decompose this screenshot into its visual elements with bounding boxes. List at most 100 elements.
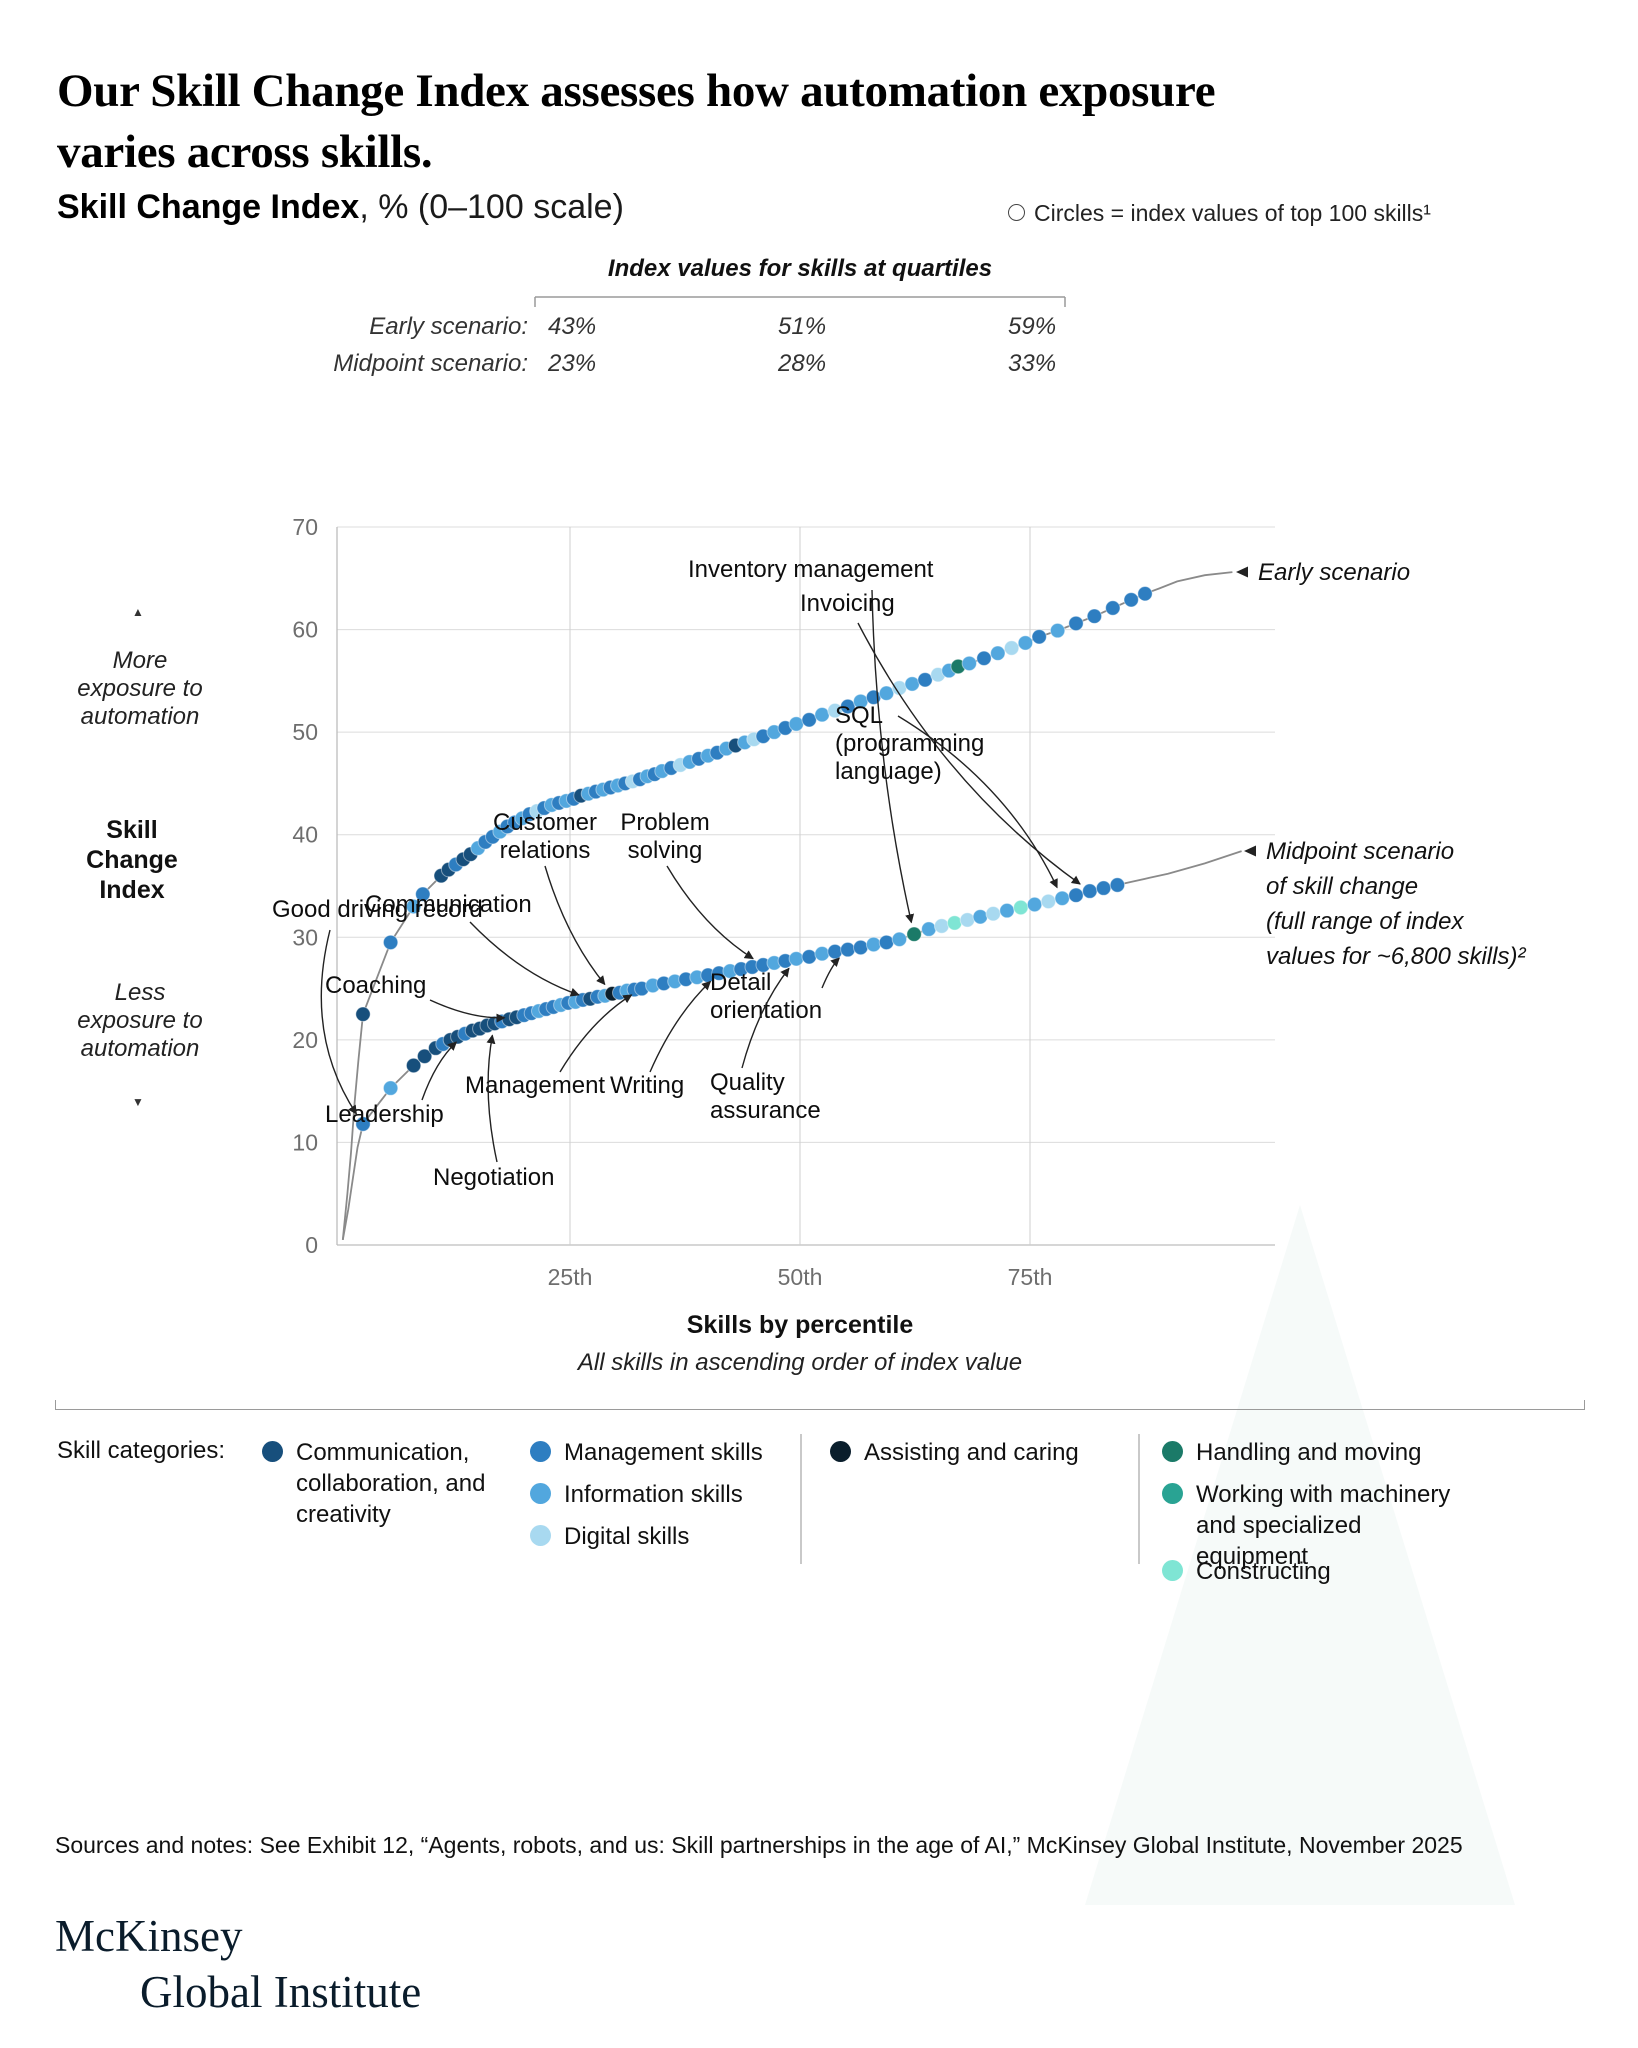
- skill-dot: [1026, 896, 1043, 913]
- skill-dot: [840, 941, 856, 958]
- skill-dot: [1003, 640, 1020, 656]
- annotation-leadership: Leadership: [325, 1041, 458, 1128]
- svg-text:40: 40: [292, 822, 318, 848]
- skill-dot: [961, 655, 977, 672]
- chart-svg: Index values for skills at quartiles Earl…: [77, 255, 1526, 1376]
- skill-dot: [405, 898, 422, 915]
- svg-text:33%: 33%: [1008, 350, 1056, 377]
- svg-text:Early scenario: Early scenario: [1258, 559, 1410, 586]
- svg-text:Midpoint scenario: Midpoint scenario: [1266, 838, 1454, 865]
- svg-text:70: 70: [292, 514, 318, 540]
- skill-dot: [814, 946, 830, 962]
- legend-label-machinery: Working with machinery and specialized e…: [1196, 1481, 1451, 1570]
- chart-subtitle-rest: , % (0–100 scale): [359, 188, 624, 226]
- svg-text:Index values for skills at qua: Index values for skills at quartiles: [608, 255, 992, 282]
- legend-label-assisting-caring: Assisting and caring: [864, 1439, 1079, 1466]
- skill-dot: [906, 926, 922, 942]
- annotation-inventory-management: Inventory management: [688, 556, 934, 924]
- legend-item-handling-moving: Handling and moving: [1162, 1437, 1421, 1468]
- annotation-invoicing: Invoicing: [800, 590, 1081, 885]
- svg-text:Midpoint scenario:: Midpoint scenario:: [333, 350, 528, 377]
- skill-dot: [840, 698, 856, 715]
- skill-dot: [1049, 622, 1066, 639]
- x-axis-title: Skills by percentile All skills in ascend…: [576, 1311, 1022, 1376]
- skill-dot: [416, 1048, 433, 1064]
- legend-item-digital-skills: Digital skills: [530, 1521, 689, 1552]
- svg-text:values for ~6,800 skills)²: values for ~6,800 skills)²: [1266, 943, 1526, 970]
- annotation-coaching: Coaching: [325, 972, 506, 1023]
- skill-dot: [865, 936, 882, 953]
- skill-dot: [355, 1006, 371, 1022]
- gridlines: 0 10 20 30 40 50 60 70 25th 50th 75th: [292, 514, 1275, 1290]
- svg-text:50th: 50th: [778, 1264, 823, 1290]
- svg-text:Communication: Communication: [365, 891, 532, 918]
- svg-text:Negotiation: Negotiation: [433, 1164, 554, 1191]
- skill-dot: [976, 650, 992, 666]
- svg-text:relations: relations: [500, 837, 591, 864]
- skill-dot: [801, 949, 817, 965]
- legend-label-communication: Communication, collaboration, and creati…: [296, 1439, 486, 1528]
- svg-text:solving: solving: [628, 837, 703, 864]
- legend-item-machinery: Working with machinery and specialized e…: [1162, 1479, 1462, 1572]
- skill-dot: [382, 934, 399, 951]
- chart: Index values for skills at quartiles Earl…: [0, 250, 1638, 1400]
- legend-dot-constructing: [1162, 1560, 1183, 1581]
- legend-label-handling-moving: Handling and moving: [1196, 1439, 1422, 1466]
- svg-text:All skills in ascending order: All skills in ascending order of index v…: [576, 1349, 1022, 1376]
- svg-text:Invoicing: Invoicing: [800, 590, 895, 617]
- logo-line-mckinsey: McKinsey: [55, 1911, 243, 1961]
- svg-text:assurance: assurance: [710, 1097, 821, 1124]
- skill-dot: [801, 712, 817, 728]
- svg-text:exposure to: exposure to: [77, 675, 202, 702]
- annotation-writing: Writing: [610, 980, 712, 1099]
- legend-dot-management-skills: [530, 1441, 551, 1462]
- svg-text:59%: 59%: [1008, 313, 1056, 340]
- skill-dot: [1082, 883, 1098, 899]
- skill-dot: [959, 912, 976, 928]
- annotation-communication: Communication: [365, 891, 580, 997]
- skill-dot: [1095, 880, 1112, 896]
- svg-text:Change: Change: [86, 846, 178, 874]
- series-early-scenario: Early scenario: [341, 559, 1410, 1240]
- svg-text:50: 50: [292, 719, 318, 745]
- chart-subtitle-bold: Skill Change Index: [57, 188, 360, 226]
- skill-dot: [405, 1057, 422, 1074]
- skill-dot: [788, 716, 804, 732]
- svg-text:43%: 43%: [548, 313, 596, 340]
- sources-note: Sources and notes: See Exhibit 12, “Agen…: [55, 1832, 1463, 1858]
- svg-text:Leadership: Leadership: [325, 1101, 444, 1128]
- series-midpoint-scenario: Midpoint scenario of skill change (full ra…: [341, 838, 1526, 1241]
- skill-dot: [788, 951, 804, 967]
- svg-text:orientation: orientation: [710, 997, 822, 1024]
- svg-text:▲: ▲: [132, 605, 144, 619]
- svg-text:0: 0: [305, 1232, 318, 1258]
- legend-dot-handling-moving: [1162, 1441, 1183, 1462]
- svg-text:(full range of index: (full range of index: [1266, 908, 1464, 935]
- circle-icon: [1008, 204, 1025, 221]
- skill-dot: [1137, 586, 1153, 602]
- legend-item-management-skills: Management skills: [530, 1437, 763, 1468]
- skill-dot: [999, 902, 1015, 919]
- skill-dot: [946, 915, 963, 931]
- skill-dot: [814, 707, 830, 723]
- svg-text:▼: ▼: [132, 1095, 144, 1109]
- skill-dot: [415, 886, 431, 902]
- svg-text:Skill: Skill: [106, 816, 157, 844]
- svg-text:SQL: SQL: [835, 702, 883, 729]
- svg-text:Writing: Writing: [610, 1072, 684, 1099]
- skill-dot: [355, 1116, 371, 1132]
- legend-divider: [1138, 1434, 1140, 1564]
- svg-text:25th: 25th: [548, 1264, 593, 1290]
- legend-label-information-skills: Information skills: [564, 1481, 743, 1508]
- svg-text:Customer: Customer: [493, 809, 597, 836]
- svg-text:Less: Less: [115, 979, 166, 1006]
- svg-text:automation: automation: [81, 703, 200, 730]
- svg-text:Early scenario:: Early scenario:: [369, 313, 528, 340]
- skill-dot: [1086, 608, 1103, 624]
- legend-dot-communication: [262, 1441, 283, 1462]
- skill-dot: [972, 909, 988, 925]
- skill-dot: [827, 943, 843, 960]
- svg-text:Skills by percentile: Skills by percentile: [687, 1311, 914, 1339]
